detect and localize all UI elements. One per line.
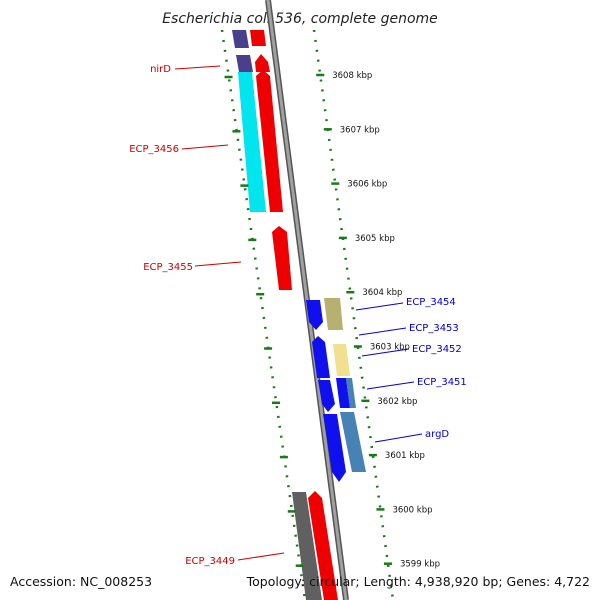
outer-ruler-line	[312, 29, 395, 600]
gene-block-ecp3453	[312, 336, 330, 378]
gene-label-left: ECP_3455	[143, 262, 193, 273]
map-title: Escherichia coli 536, complete genome	[162, 11, 438, 27]
tick-label: 3601 kbp	[385, 451, 425, 461]
tick-label: 3605 kbp	[355, 234, 395, 244]
label-leader-line	[237, 552, 285, 561]
tick-label: 3607 kbp	[340, 125, 380, 135]
gene-label-right: ECP_3451	[417, 377, 467, 388]
label-leader-line	[174, 65, 221, 70]
gene-label-left: ECP_3449	[185, 556, 235, 567]
tick-label: 3599 kbp	[400, 560, 440, 570]
gene-block-ecp3449	[292, 492, 322, 600]
gene-block	[324, 298, 343, 330]
gene-label-right: ECP_3453	[409, 323, 459, 334]
gene-block	[236, 55, 253, 72]
left-label-group: nirD ECP_3456 ECP_3455 ECP_3449	[129, 64, 285, 567]
gene-block	[340, 412, 366, 472]
gene-block	[308, 491, 338, 600]
gene-block	[346, 378, 356, 408]
label-leader-line	[358, 327, 407, 336]
tick-label: 3604 kbp	[362, 288, 402, 298]
gene-block-ecp3455	[272, 226, 292, 290]
tick-label: 3600 kbp	[392, 505, 432, 515]
label-leader-line	[374, 433, 423, 443]
label-leader-line	[361, 348, 410, 357]
gene-label-right: ECP_3454	[406, 297, 456, 308]
label-leader-line	[355, 302, 404, 311]
tick-label: 3608 kbp	[332, 71, 372, 81]
tick-group: 3608 kbp 3607 kbp 3606 kbp 3605 kbp 3604 kbp…	[224, 71, 440, 570]
accession-text: Accession: NC_008253	[10, 574, 152, 589]
gene-block	[250, 30, 266, 46]
gene-label-right: ECP_3452	[412, 344, 462, 355]
label-leader-line	[194, 261, 242, 267]
gene-block	[256, 70, 283, 212]
gene-block-ecp3452	[333, 344, 350, 376]
tick-label: 3602 kbp	[377, 397, 417, 407]
gene-label-right: argD	[425, 429, 449, 440]
label-leader-line	[366, 381, 415, 390]
label-leader-line	[181, 144, 229, 150]
gene-block-ecp3454	[306, 300, 323, 330]
gene-block-ecp3451	[336, 378, 350, 408]
gene-label-left: ECP_3456	[129, 144, 179, 155]
inner-ruler-line	[220, 29, 307, 600]
summary-text: Topology: circular; Length: 4,938,920 bp…	[246, 574, 590, 589]
gene-block	[232, 30, 249, 48]
gene-block-ecp3456	[238, 72, 266, 212]
tick-label: 3606 kbp	[347, 180, 387, 190]
right-label-group: ECP_3454 ECP_3453 ECP_3452 ECP_3451 argD	[355, 297, 467, 443]
gene-block	[255, 54, 270, 72]
gene-label-left: nirD	[150, 64, 171, 75]
tick-label: 3603 kbp	[370, 343, 410, 353]
gene-block	[318, 380, 335, 412]
gene-block-argd	[323, 414, 346, 482]
